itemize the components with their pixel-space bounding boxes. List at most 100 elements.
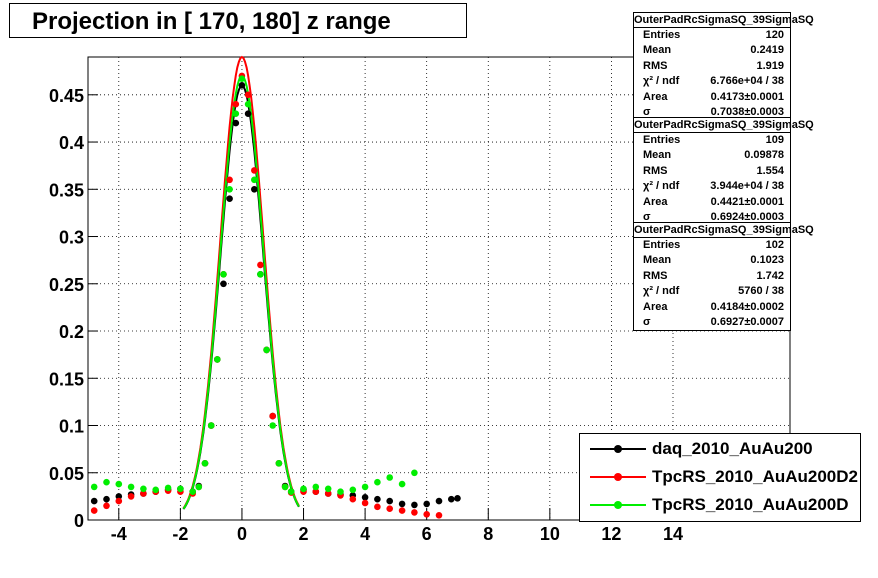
stats-row: RMS 1.919 [643,59,784,72]
data-point [103,502,110,510]
x-tick-label: 2 [299,524,309,544]
data-point [374,478,381,486]
legend-label: daq_2010_AuAu200 [652,439,813,458]
data-point [90,483,98,491]
stats-row: σ 0.7038±0.0003 [643,105,784,118]
x-tick-label: 8 [483,524,493,544]
legend: daq_2010_AuAu200 TpcRS_2010_AuAu200D2 Tp… [579,433,861,522]
stats-box-title: OuterPadRcSigmaSQ_39SigmaSQ [634,119,814,133]
stats-box-title: OuterPadRcSigmaSQ_39SigmaSQ [634,14,814,28]
legend-marker-icon [614,501,622,509]
data-point [386,497,394,505]
data-point [195,483,203,491]
y-tick-label: 0.25 [49,275,84,295]
data-point [423,500,431,508]
data-point [232,110,240,117]
x-tick-label: 14 [663,524,683,544]
data-point [398,507,406,514]
data-point [448,495,455,503]
x-tick-label: 10 [540,524,560,544]
stats-row: Area 0.4421±0.0001 [643,195,784,208]
data-point [189,488,196,496]
stats-row: Area 0.4184±0.0002 [643,300,784,313]
data-point [226,186,233,193]
data-point [324,490,332,497]
data-point [251,176,258,184]
data-point [90,507,98,514]
data-point [411,501,418,509]
data-point [103,495,110,503]
x-tick-label: 12 [601,524,621,544]
data-point [349,486,357,494]
stats-row: Area 0.4173±0.0001 [643,90,784,103]
stats-row: Mean 0.09878 [643,149,784,162]
data-point [226,195,233,202]
stats-row: Mean 0.1023 [643,254,784,267]
stats-row: χ² / ndf 3.944e+04 / 38 [643,180,784,193]
y-tick-label: 0.45 [49,86,84,106]
stats-row: Entries 120 [643,29,784,41]
data-point [374,503,381,511]
stats-row: Entries 109 [643,134,784,146]
data-point [374,495,381,503]
legend-marker-icon [614,445,622,453]
data-point [244,91,252,99]
data-point [127,493,135,500]
data-point [115,493,123,500]
x-tick-label: 4 [360,524,370,544]
data-point [207,422,215,429]
data-point [152,486,159,494]
data-point [287,488,295,496]
data-point [398,480,406,488]
data-point [423,511,431,518]
x-tick-label: 6 [422,524,432,544]
data-point [232,100,240,108]
data-point [435,497,443,505]
data-point [103,478,110,486]
data-point [251,167,258,174]
stats-box-2: OuterPadRcSigmaSQ_39SigmaSQ Entries 109 M… [633,117,814,227]
y-tick-label: 0.4 [59,133,84,153]
data-point [115,497,123,505]
data-point [269,412,277,420]
data-point [220,271,227,278]
data-point [214,356,221,363]
y-tick-label: 0.35 [49,180,84,200]
data-point [257,271,264,278]
stats-row: Mean 0.2419 [643,44,784,57]
data-point [115,480,123,488]
data-point [244,110,252,117]
data-point [300,485,307,493]
y-tick-label: 0 [74,511,84,531]
stats-box-1: OuterPadRcSigmaSQ_39SigmaSQ Entries 120 M… [633,12,814,122]
data-point [263,346,270,354]
y-tick-label: 0.05 [49,464,84,484]
data-point [226,176,233,184]
x-tick-label: -2 [172,524,188,544]
data-point [90,497,98,505]
data-point [435,512,443,519]
data-point [454,495,461,502]
data-point [269,422,277,429]
stats-row: χ² / ndf 5760 / 38 [643,285,784,298]
data-point [398,500,406,508]
y-tick-label: 0.2 [59,322,84,342]
data-point [361,494,369,501]
data-point [337,488,344,496]
stats-row: Entries 102 [643,239,784,251]
stats-row: σ 0.6924±0.0003 [643,210,784,223]
data-point [244,100,252,108]
data-point [232,119,240,127]
y-tick-label: 0.3 [59,228,84,248]
stats-row: χ² / ndf 6.766e+04 / 38 [643,75,784,88]
stats-row: σ 0.6927±0.0007 [643,315,784,328]
legend-label: TpcRS_2010_AuAu200D [652,495,849,514]
x-tick-label: 0 [237,524,247,544]
data-point [324,485,332,493]
y-tick-label: 0.15 [49,369,84,389]
data-point [257,261,264,269]
data-point [275,460,283,467]
stats-box-3: OuterPadRcSigmaSQ_39SigmaSQ Entries 102 M… [633,222,814,332]
data-point [312,488,320,496]
legend-item: TpcRS_2010_AuAu200D2 [580,464,860,490]
